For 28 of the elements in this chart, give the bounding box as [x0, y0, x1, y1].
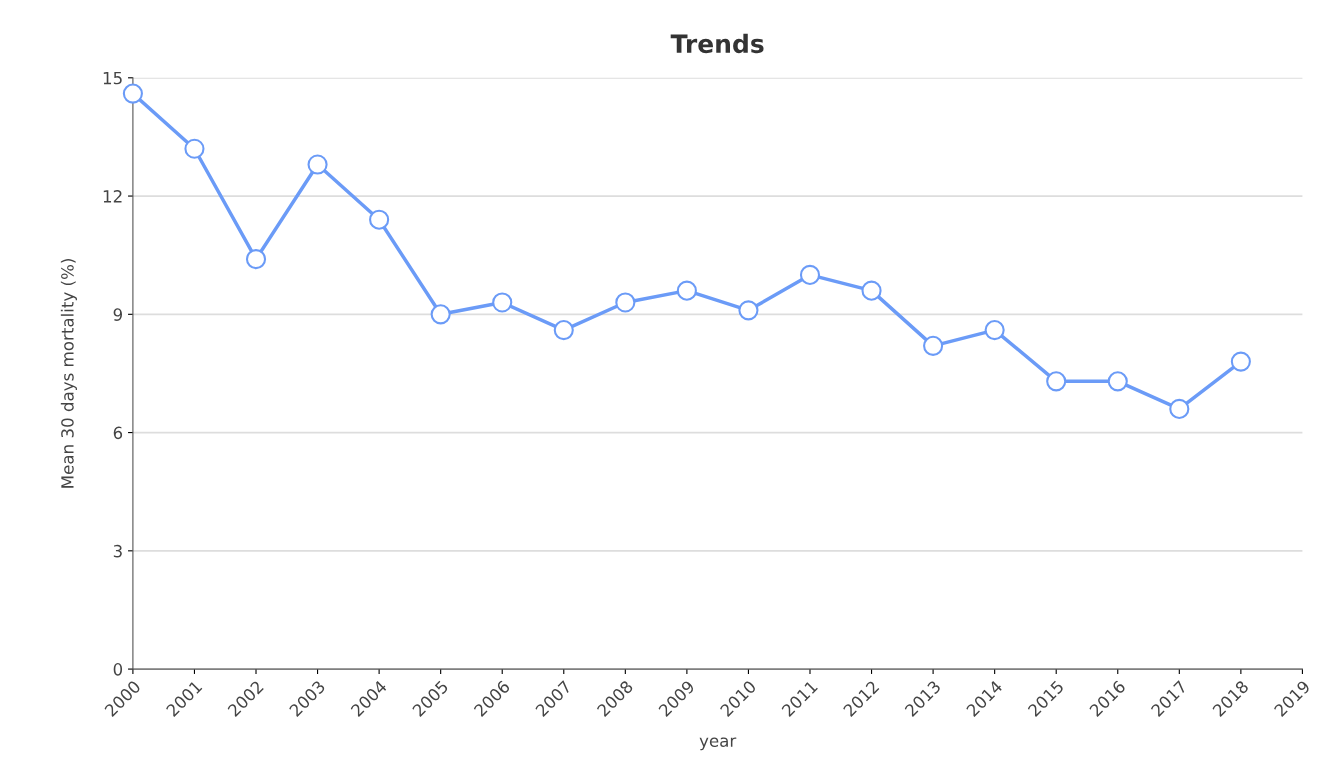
- chart-title: Trends: [670, 33, 764, 54]
- point: [430, 304, 451, 325]
- point: [307, 154, 328, 175]
- point: [369, 209, 390, 230]
- point: [245, 249, 267, 270]
- point: [553, 320, 574, 341]
- y-axis-title: Mean 30 days mortality (%): [60, 259, 77, 488]
- point: [1046, 371, 1067, 392]
- y-tick-label: 15: [103, 71, 122, 85]
- point: [861, 280, 882, 301]
- point: [615, 292, 636, 313]
- y-tick-label: 9: [113, 308, 123, 321]
- point: [1230, 351, 1251, 372]
- point: [184, 138, 205, 159]
- y-tick-label: 12: [103, 190, 122, 203]
- point: [923, 335, 944, 356]
- point: [492, 292, 513, 313]
- point: [122, 83, 143, 104]
- y-tick-label: 0: [113, 663, 123, 676]
- point: [984, 320, 1005, 341]
- y-tick-label: 3: [113, 544, 122, 558]
- point: [738, 300, 759, 321]
- point: [1169, 398, 1190, 419]
- point: [676, 280, 697, 301]
- x-axis-title: year: [699, 737, 737, 751]
- y-tick-label: 6: [113, 426, 123, 440]
- point: [799, 264, 821, 285]
- point: [1107, 371, 1128, 392]
